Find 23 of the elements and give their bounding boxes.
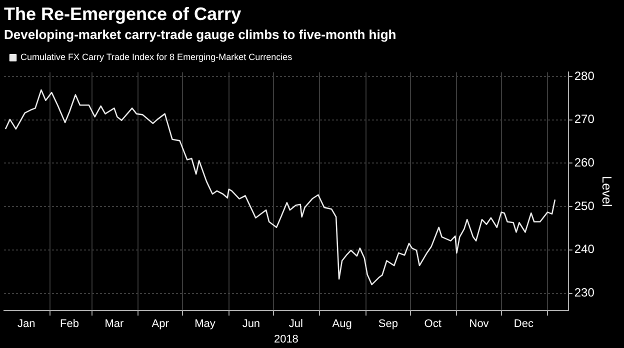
x-tick-label: Jun — [242, 318, 260, 330]
x-tick-label: Feb — [60, 318, 80, 330]
y-tick-label: 250 — [574, 198, 595, 213]
y-tick-label: 270 — [574, 112, 595, 126]
x-tick-label: Dec — [514, 318, 534, 330]
chart-subtitle: Developing-market carry-trade gauge climbs to five-month high — [4, 26, 396, 42]
chart-title: The Re-Emergence of Carry — [4, 4, 242, 24]
x-tick-label: Nov — [469, 318, 490, 330]
x-tick-label: Jul — [288, 318, 303, 330]
x-tick-label: May — [194, 318, 216, 330]
x-tick-label: Apr — [152, 318, 170, 330]
y-tick-label: 230 — [574, 286, 595, 300]
x-tick-label: Jan — [17, 318, 36, 330]
y-tick-label: 260 — [574, 156, 595, 170]
y-tick-label: 240 — [574, 242, 595, 256]
x-axis-title: 2018 — [274, 333, 298, 346]
x-tick-label: Sep — [378, 318, 398, 330]
x-tick-label: Oct — [424, 318, 442, 330]
y-axis-title: Level — [600, 176, 615, 208]
x-tick-label: Mar — [104, 318, 124, 330]
x-tick-label: Aug — [332, 318, 352, 330]
legend-label: Cumulative FX Carry Trade Index for 8 Emerging-Market Currencies — [20, 52, 293, 62]
y-tick-label: 280 — [574, 68, 595, 83]
